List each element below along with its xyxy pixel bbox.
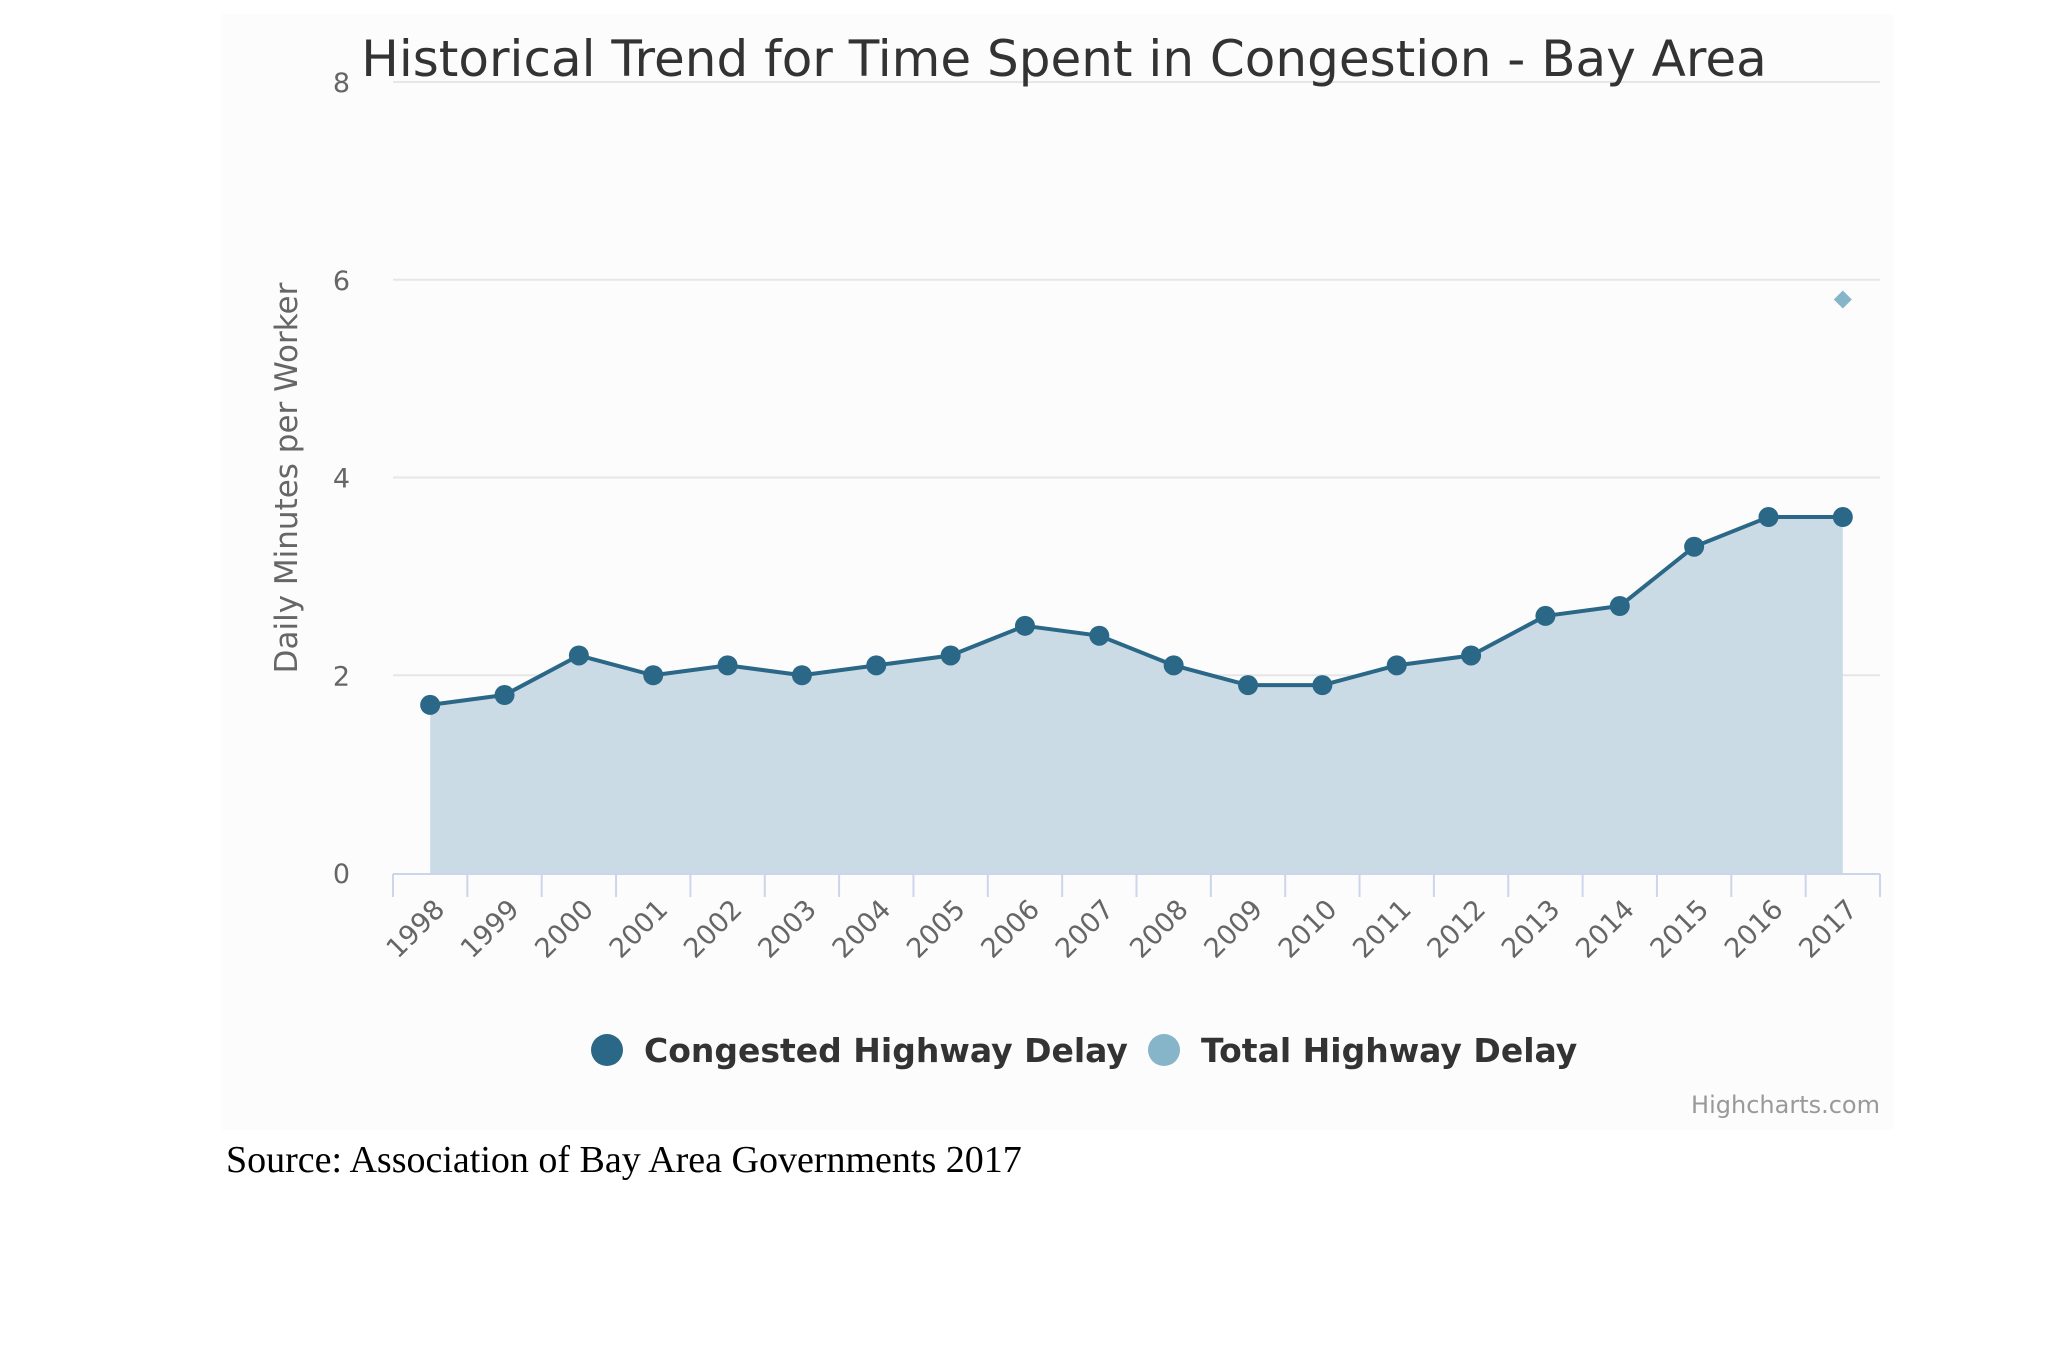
congested-delay-point[interactable] — [940, 645, 961, 666]
legend-label: Total Highway Delay — [1201, 1031, 1577, 1070]
congested-delay-point[interactable] — [791, 665, 812, 686]
congested-delay-point[interactable] — [1684, 536, 1705, 557]
x-tick-label: 1999 — [455, 894, 526, 965]
congested-delay-line — [429, 515, 1843, 707]
x-tick-label: 2016 — [1719, 894, 1790, 965]
congested-delay-point[interactable] — [1758, 507, 1779, 528]
x-tick-label: 2009 — [1198, 894, 1269, 965]
congested-delay-point[interactable] — [568, 645, 589, 666]
congested-delay-point[interactable] — [643, 665, 664, 686]
congested-delay-point[interactable] — [717, 655, 738, 676]
source-note: Source: Association of Bay Area Governme… — [226, 1139, 1022, 1181]
x-tick-label: 2001 — [604, 894, 675, 965]
x-axis-ticks: 1998 1999 2000 2001 2002 2003 2004 2005 2006 2007… — [381, 894, 1864, 965]
x-tick-label: 2017 — [1793, 894, 1864, 965]
x-tick-label: 2007 — [1050, 894, 1121, 965]
legend: Congested Highway Delay Total Highway Del… — [591, 1031, 1577, 1070]
congested-delay-point[interactable] — [1461, 645, 1482, 666]
chart-title: Historical Trend for Time Spent in Conge… — [361, 30, 1766, 88]
congested-delay-point[interactable] — [1089, 625, 1110, 646]
legend-item-congested-highway-delay[interactable]: Congested Highway Delay — [591, 1031, 1128, 1070]
y-axis-ticks: 0 2 4 6 8 — [333, 68, 350, 890]
congested-delay-point[interactable] — [1535, 605, 1556, 626]
legend-item-total-highway-delay[interactable]: Total Highway Delay — [1148, 1031, 1577, 1070]
congested-delay-point[interactable] — [1832, 507, 1853, 528]
congested-delay-point[interactable] — [1238, 675, 1259, 696]
highcharts-credits[interactable]: Highcharts.com — [1691, 1091, 1880, 1119]
congested-delay-point[interactable] — [1014, 615, 1035, 636]
x-axis — [392, 873, 1881, 897]
x-tick-label: 2010 — [1273, 894, 1344, 965]
legend-label: Congested Highway Delay — [644, 1031, 1128, 1070]
x-tick-label: 1998 — [381, 894, 452, 965]
y-tick-label: 6 — [333, 266, 350, 297]
congested-delay-point[interactable] — [420, 694, 441, 715]
congested-delay-point[interactable] — [1312, 675, 1333, 696]
x-tick-label: 2002 — [678, 894, 749, 965]
x-tick-label: 2004 — [827, 894, 898, 965]
legend-symbol — [591, 1034, 623, 1066]
series-layer — [420, 290, 1853, 715]
area-layer — [430, 517, 1843, 873]
x-tick-label: 2015 — [1645, 894, 1716, 965]
congested-delay-point[interactable] — [494, 685, 515, 706]
congested-delay-point[interactable] — [1163, 655, 1184, 676]
congested-delay-area — [430, 517, 1843, 873]
x-tick-label: 2006 — [975, 894, 1046, 965]
legend-symbol — [1148, 1034, 1180, 1066]
x-tick-label: 2005 — [901, 894, 972, 965]
y-axis-title: Daily Minutes per Worker — [269, 282, 305, 673]
congested-delay-point[interactable] — [1386, 655, 1407, 676]
x-tick-label: 2014 — [1570, 894, 1641, 965]
y-tick-label: 2 — [333, 661, 350, 692]
x-tick-label: 2011 — [1347, 894, 1418, 965]
x-tick-label: 2013 — [1496, 894, 1567, 965]
y-tick-label: 4 — [333, 464, 350, 495]
y-tick-label: 0 — [333, 859, 350, 890]
congested-delay-point[interactable] — [1609, 596, 1630, 617]
y-tick-label: 8 — [333, 68, 350, 99]
x-tick-label: 2003 — [752, 894, 823, 965]
chart-background — [222, 14, 1894, 1130]
x-tick-label: 2000 — [529, 894, 600, 965]
x-tick-label: 2012 — [1422, 894, 1493, 965]
total-delay-point[interactable] — [1833, 290, 1852, 309]
congested-delay-point[interactable] — [866, 655, 887, 676]
x-tick-label: 2008 — [1124, 894, 1195, 965]
